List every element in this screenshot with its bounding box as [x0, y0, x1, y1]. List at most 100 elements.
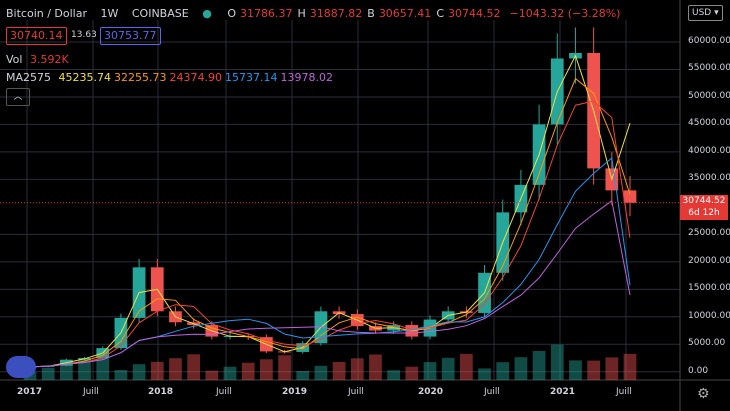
currency-label: USD [692, 8, 712, 18]
sell-price-label: 30740.14 [10, 29, 63, 42]
volume-bar [150, 361, 164, 380]
ohlc-value: −1043.32 (−3.28%) [509, 7, 621, 20]
ohlc-values: O 31786.37 H 31887.82 B 30657.41 C 30744.52 −104… [227, 7, 625, 20]
sell-price-button[interactable]: 30740.14 [6, 27, 67, 45]
volume-value: 3.592K [29, 53, 69, 66]
last-price: 30744.52 [682, 196, 726, 206]
volume-bar [78, 359, 91, 380]
price-tick-label: 25000.00 [688, 228, 730, 239]
volume-legend[interactable]: Vol 3.592K [6, 53, 73, 66]
volume-bar [587, 360, 600, 380]
volume-bar [332, 361, 346, 380]
time-tick-label: 2017 [17, 387, 43, 397]
buy-price-button[interactable]: 30753.77 [100, 27, 161, 45]
ohlc-key: B [367, 7, 375, 20]
gear-icon[interactable]: ⚙ [697, 386, 710, 402]
volume-bar [223, 366, 237, 380]
volume-bar [387, 370, 400, 380]
price-tick-label: 5000.00 [688, 338, 726, 349]
time-tick-label: 2020 [418, 387, 444, 397]
ohlc-key: C [436, 7, 444, 20]
volume-bar [60, 363, 73, 380]
price-tick-label: 15000.00 [688, 283, 730, 294]
ohlc-key: O [227, 7, 236, 20]
price-tick-label: 10000.00 [688, 310, 730, 321]
tradingview-logo-icon[interactable] [6, 356, 36, 378]
time-tick-label: Juill [484, 387, 500, 397]
volume-bar [623, 353, 637, 380]
volume-bar [205, 370, 219, 380]
volume-bar [350, 358, 364, 380]
volume-bar [296, 370, 310, 380]
ma-legend[interactable]: MA2575 45235.74 32255.73 24374.90 15737.14 1… [6, 71, 340, 84]
volume-bar [532, 351, 546, 380]
volume-label: Vol [6, 53, 23, 66]
volume-bar [114, 370, 128, 380]
collapse-legend-button[interactable]: ︿ [6, 88, 30, 106]
volume-bar [241, 362, 255, 380]
volume-bar [423, 362, 437, 380]
moving-average-line [29, 199, 631, 368]
volume-bar [96, 355, 110, 380]
ohlc-value: 31786.37 [239, 7, 293, 20]
chevron-down-icon: ▾ [711, 8, 719, 18]
buy-price-label: 30753.77 [104, 29, 157, 42]
candle-countdown: 6d 12h [688, 208, 720, 218]
ma-value: 45235.74 [58, 71, 112, 84]
spread-value: 13.63 [71, 30, 97, 40]
time-tick-label: 2018 [148, 387, 174, 397]
ma-value: 24374.90 [169, 71, 223, 84]
time-tick-label: Juill [348, 387, 364, 397]
time-tick-label: Juill [216, 387, 232, 397]
volume-bar [41, 367, 55, 380]
volume-bar [169, 358, 182, 380]
symbol-name[interactable]: Bitcoin / Dollar [6, 7, 87, 20]
volume-bar [460, 353, 473, 380]
moving-average-line [29, 54, 631, 368]
ohlc-key: H [297, 7, 306, 20]
time-tick-label: Juill [83, 387, 99, 397]
volume-bar [441, 357, 455, 380]
price-tick-label: 0.00 [688, 365, 709, 376]
last-price-tag: 30744.52 6d 12h [680, 195, 728, 220]
ma-label: MA2575 [6, 71, 52, 84]
price-tick-label: 20000.00 [688, 255, 730, 266]
symbol-header: Bitcoin / Dollar 1W COINBASE ● O 31786.37… [6, 7, 629, 20]
time-tick-label: 2021 [550, 387, 576, 397]
price-tick-label: 35000.00 [688, 173, 730, 184]
volume-bar [550, 344, 564, 380]
time-tick-label: Juill [616, 387, 632, 397]
exchange: COINBASE [131, 7, 189, 20]
volume-bar [314, 365, 328, 380]
volume-bar [260, 359, 273, 380]
price-tick-label: 45000.00 [688, 118, 730, 129]
volume-bar [569, 360, 582, 380]
currency-selector[interactable]: USD ▾ [688, 5, 723, 21]
ma-value: 15737.14 [225, 71, 278, 84]
ohlc-value: 31887.82 [309, 7, 363, 20]
time-tick-label: 2019 [282, 387, 308, 397]
ma-value: 32255.73 [114, 71, 167, 84]
price-tick-label: 60000.00 [688, 35, 730, 46]
market-status-dot-icon: ● [202, 7, 212, 20]
volume-bar [132, 364, 146, 380]
ma-value: 13978.02 [280, 71, 334, 84]
interval[interactable]: 1W [100, 7, 119, 20]
ohlc-value: 30744.52 [448, 7, 501, 20]
moving-average-line [29, 100, 631, 368]
volume-bar [187, 354, 200, 380]
volume-bar [478, 368, 491, 380]
candle-body [623, 190, 637, 203]
volume-bar [605, 357, 619, 380]
ma-values: 45235.74 32255.73 24374.90 15737.14 13978.02 [59, 71, 337, 84]
price-tick-label: 55000.00 [688, 63, 730, 74]
volume-bar [405, 366, 419, 380]
volume-bar [369, 354, 382, 380]
volume-bar [278, 355, 291, 380]
chevron-up-icon: ︿ [13, 92, 23, 102]
price-tick-label: 40000.00 [688, 145, 730, 156]
volume-bar [496, 362, 510, 380]
price-tick-label: 50000.00 [688, 90, 730, 101]
ohlc-value: 30657.41 [378, 7, 432, 20]
